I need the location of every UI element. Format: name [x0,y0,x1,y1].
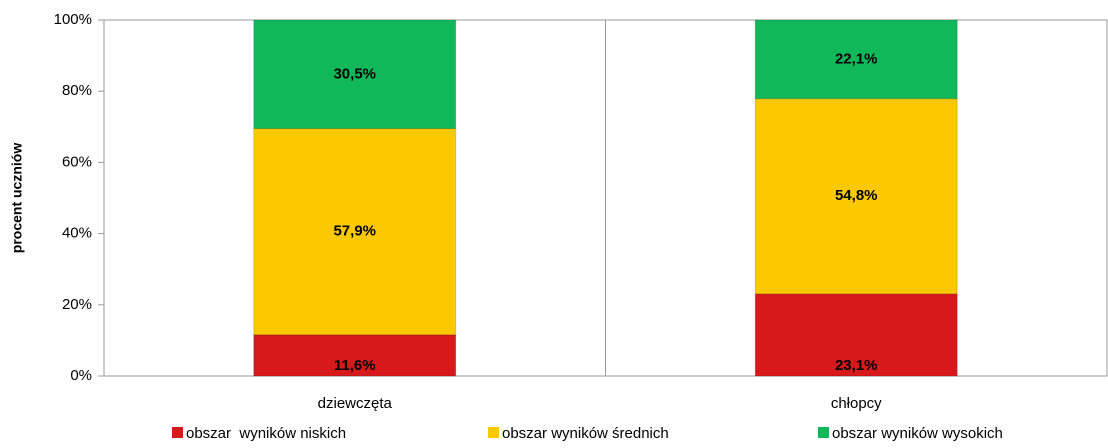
value-label: 22,1% [835,50,878,67]
legend-label: obszar wyników średnich [502,425,669,442]
y-tick-label: 20% [62,296,92,313]
bar-segment [253,128,457,336]
y-tick-label: 40% [62,225,92,242]
x-tick-label: chłopcy [831,395,882,412]
legend-label: obszar wyników niskich [186,425,346,442]
bar-segment [253,19,457,130]
bar-segment [754,98,958,295]
y-tick-label: 0% [70,367,92,384]
y-axis-label: procent uczniów [9,143,25,254]
value-label: 23,1% [835,357,878,374]
y-tick-label: 100% [54,11,92,28]
legend-swatch [172,427,183,438]
legend-label: obszar wyników wysokich [832,425,1003,442]
value-label: 54,8% [835,187,878,204]
value-label: 30,5% [333,65,376,82]
value-label: 11,6% [334,357,376,374]
bar-segment [754,293,958,377]
x-tick-label: dziewczęta [318,395,393,412]
bar-segment [253,334,457,377]
y-tick-label: 80% [62,82,92,99]
y-tick-label: 60% [62,153,92,170]
legend-swatch [818,427,829,438]
bar-segment [754,19,958,100]
value-label: 57,9% [333,223,376,240]
legend-swatch [488,427,499,438]
